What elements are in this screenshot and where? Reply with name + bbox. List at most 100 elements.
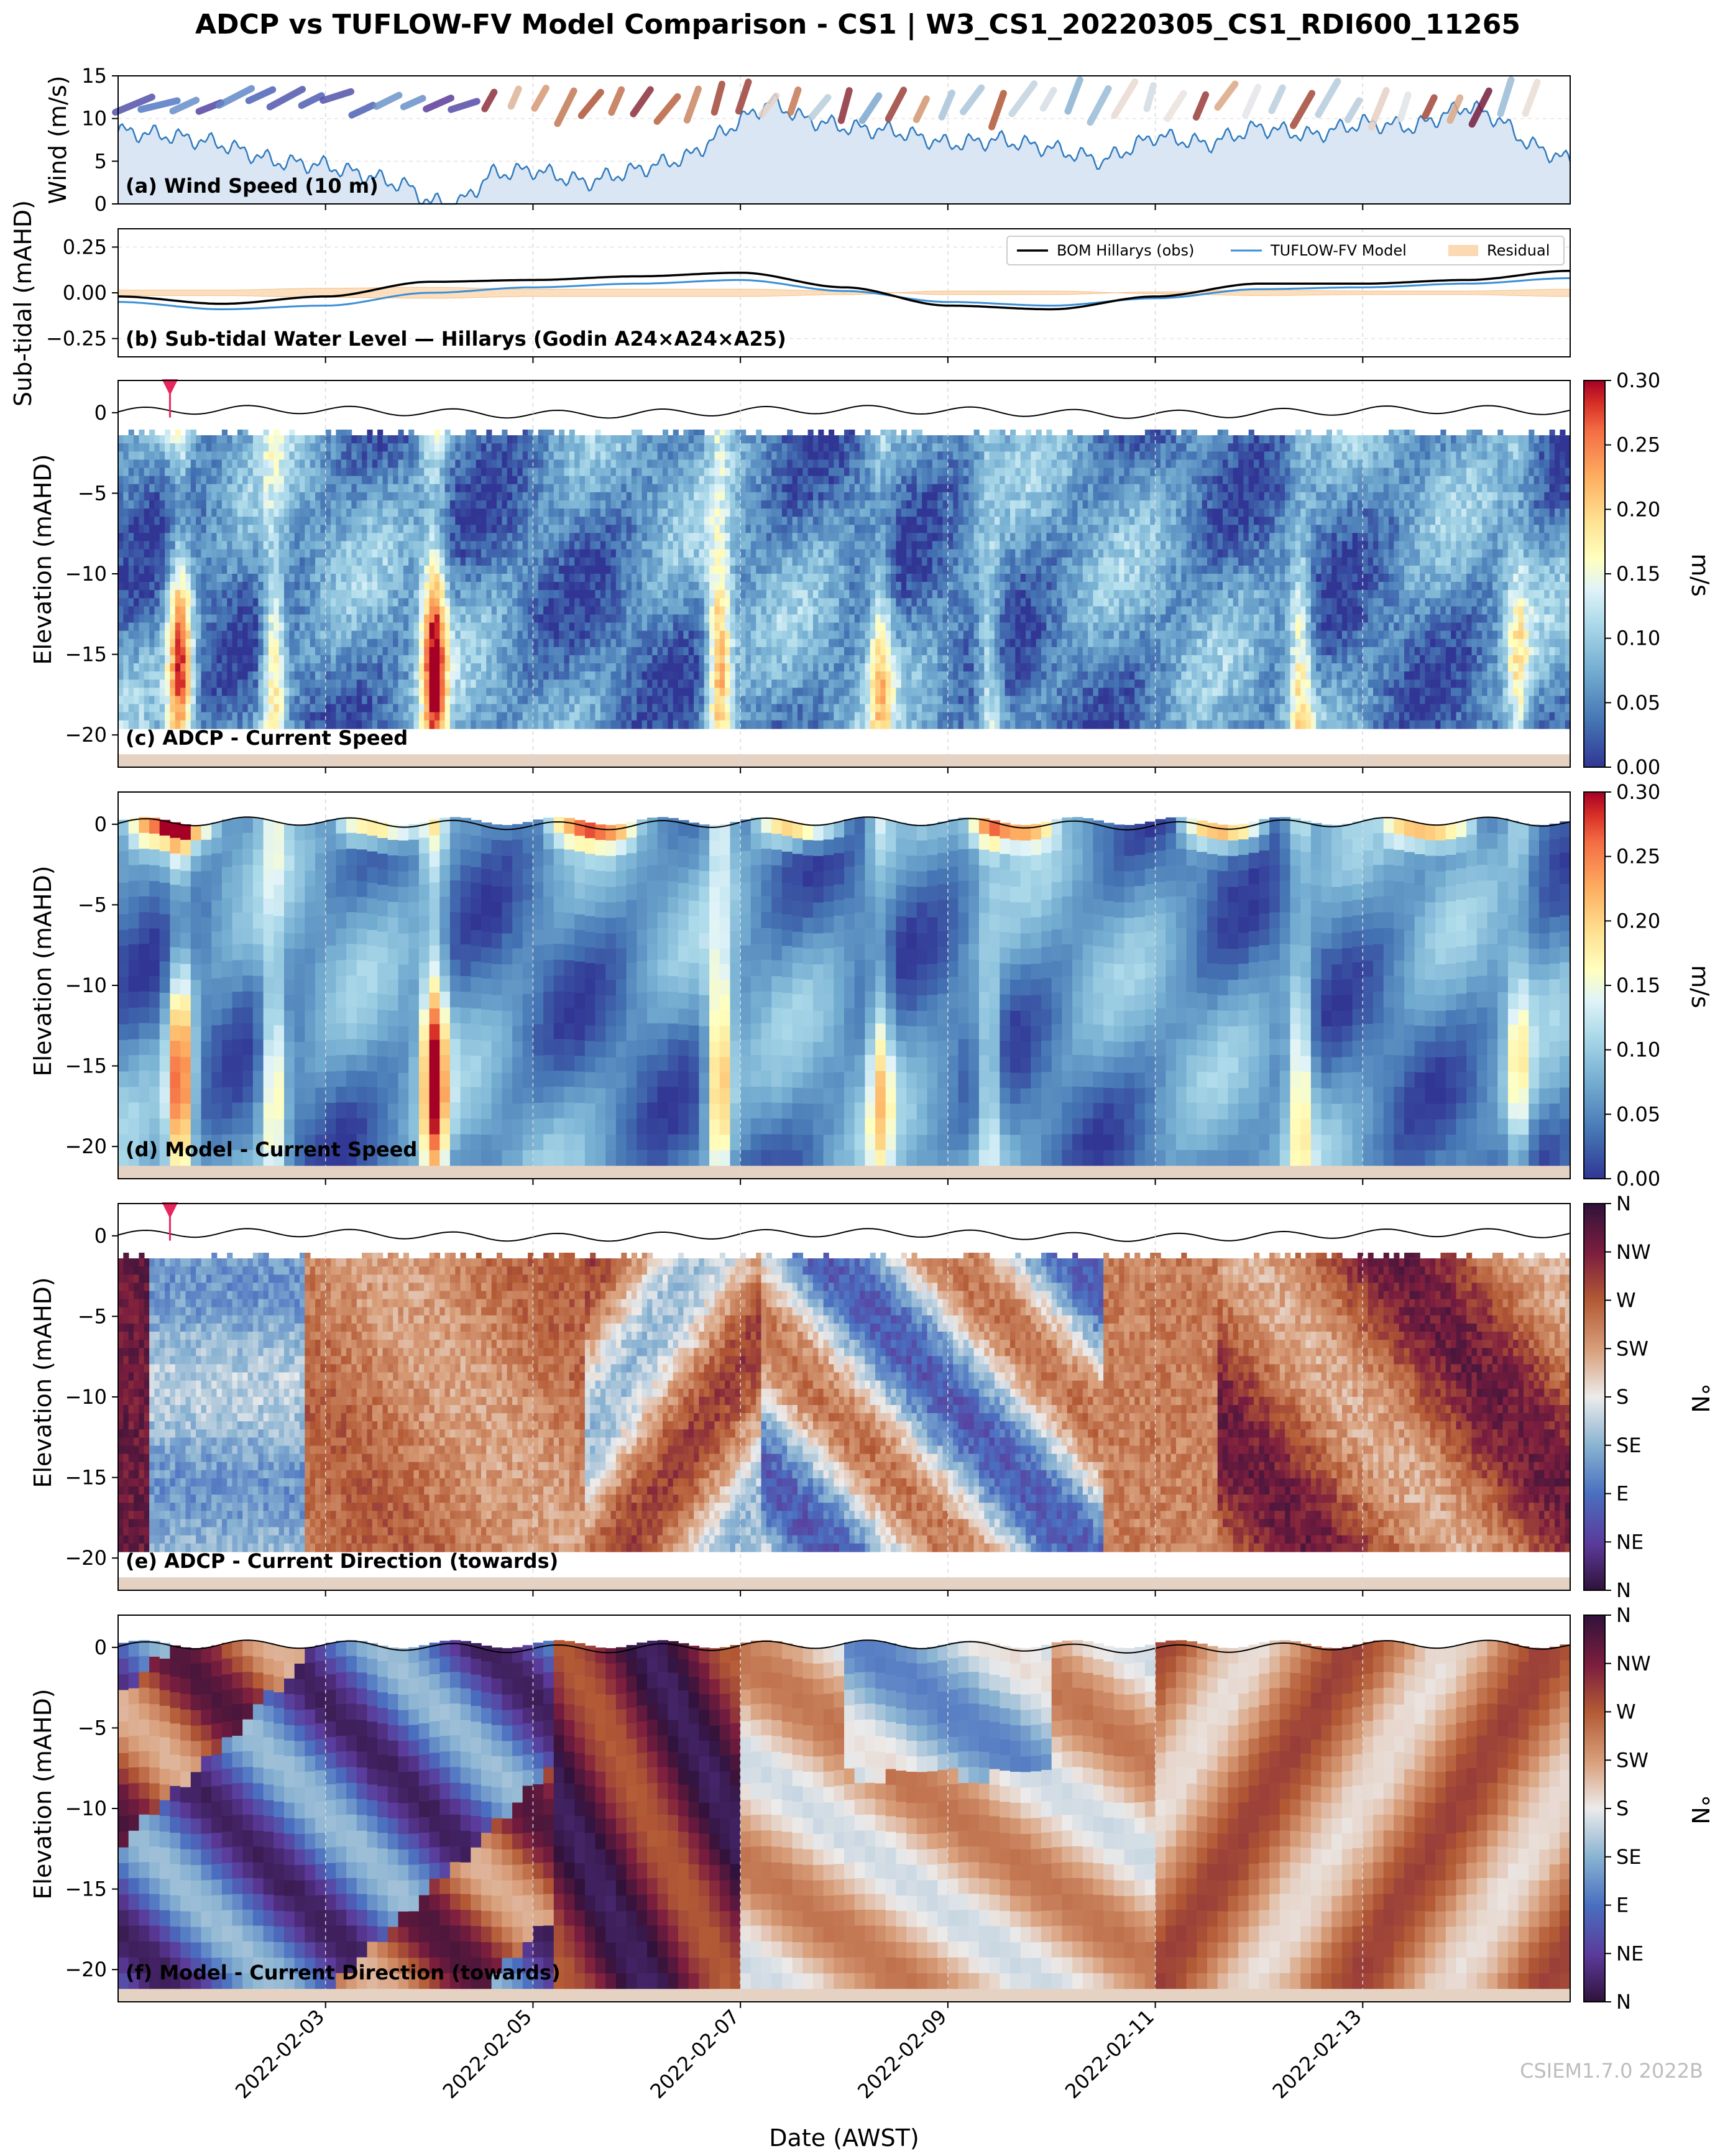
heatmap-cell [237,639,243,648]
heatmap-cell [481,500,487,509]
heatmap-cell [481,517,487,525]
heatmap-cell [201,655,207,664]
heatmap-cell [242,623,248,632]
heatmap-cell [694,533,699,541]
heatmap-cell [512,492,518,501]
heatmap-cell [497,566,502,574]
heatmap-cell [543,663,549,672]
heatmap-cell [673,614,679,623]
heatmap-cell [746,492,752,501]
heatmap-cell [642,500,648,509]
heatmap-cell [196,484,201,493]
heatmap-cell [611,500,617,509]
heatmap-cell [709,517,715,525]
heatmap-cell [600,598,606,607]
heatmap-cell [414,696,420,704]
heatmap-cell [310,590,316,599]
heatmap-cell [481,566,487,574]
heatmap-cell [533,541,538,550]
heatmap-cell [310,574,316,583]
heatmap-cell [274,614,279,623]
heatmap-cell [455,663,461,672]
heatmap-cell [751,500,756,509]
heatmap-cell [751,663,756,672]
heatmap-cell [253,614,259,623]
heatmap-cell [486,712,492,721]
heatmap-cell [714,721,720,729]
heatmap-cell [408,680,414,688]
heatmap-cell [439,680,445,688]
heatmap-cell [658,574,663,583]
heatmap-cell [279,623,285,632]
heatmap-cell [144,500,150,509]
heatmap-cell [403,509,409,517]
heatmap-cell [746,476,752,485]
heatmap-cell [549,631,554,640]
heatmap-cell [538,509,544,517]
heatmap-cell [258,647,264,656]
heatmap-cell [403,484,409,493]
heatmap-cell [222,712,228,721]
heatmap-cell [652,459,658,468]
heatmap-cell [632,430,637,435]
heatmap-cell [408,671,414,680]
heatmap-cell [466,590,471,599]
heatmap-cell [341,696,347,704]
heatmap-cell [455,435,461,444]
heatmap-cell [627,459,632,468]
heatmap-cell [689,525,694,533]
heatmap-cell [248,680,254,688]
heatmap-cell [129,500,134,509]
heatmap-cell [533,443,538,452]
heatmap-cell [196,500,201,509]
heatmap-cell [139,443,144,452]
heatmap-cell [326,704,331,713]
heatmap-cell [559,451,564,460]
heatmap-cell [274,647,279,656]
heatmap-cell [248,598,254,607]
heatmap-cell [206,550,212,558]
heatmap-cell [362,574,367,583]
heatmap-cell [512,614,518,623]
heatmap-cell [186,566,191,574]
heatmap-cell [740,590,746,599]
heatmap-cell [714,558,720,566]
heatmap-cell [227,517,232,525]
heatmap-cell [295,492,300,501]
heatmap-cell [497,492,502,501]
heatmap-cell [600,680,606,688]
heatmap-cell [186,443,191,452]
heatmap-cell [652,566,658,574]
heatmap-cell [383,435,389,444]
heatmap-cell [237,655,243,664]
heatmap-cell [455,614,461,623]
heatmap-cell [222,639,228,648]
heatmap-cell [242,655,248,664]
heatmap-cell [502,696,507,704]
heatmap-cell [217,509,223,517]
heatmap-cell [269,492,274,501]
heatmap-cell [523,582,528,591]
heatmap-cell [242,517,248,525]
heatmap-cell [222,500,228,509]
heatmap-cell [279,459,285,468]
heatmap-cell [351,639,357,648]
subtidal-legend: BOM Hillarys (obs) TUFLOW-FV Model Resid… [1007,236,1564,265]
heatmap-cell [217,671,223,680]
heatmap-cell [543,606,549,615]
heatmap-cell [559,550,564,558]
heatmap-cell [269,574,274,583]
heatmap-cell [398,712,404,721]
heatmap-cell [377,443,383,452]
heatmap-cell [673,671,679,680]
heatmap-cell [398,647,404,656]
heatmap-cell [253,451,259,460]
heatmap-cell [191,696,196,704]
heatmap-cell [346,484,352,493]
legend-model-label: TUFLOW-FV Model [1270,242,1407,259]
heatmap-cell [466,721,471,729]
heatmap-cell [331,566,336,574]
heatmap-cell [450,484,456,493]
heatmap-cell [357,525,362,533]
heatmap-cell [616,525,622,533]
